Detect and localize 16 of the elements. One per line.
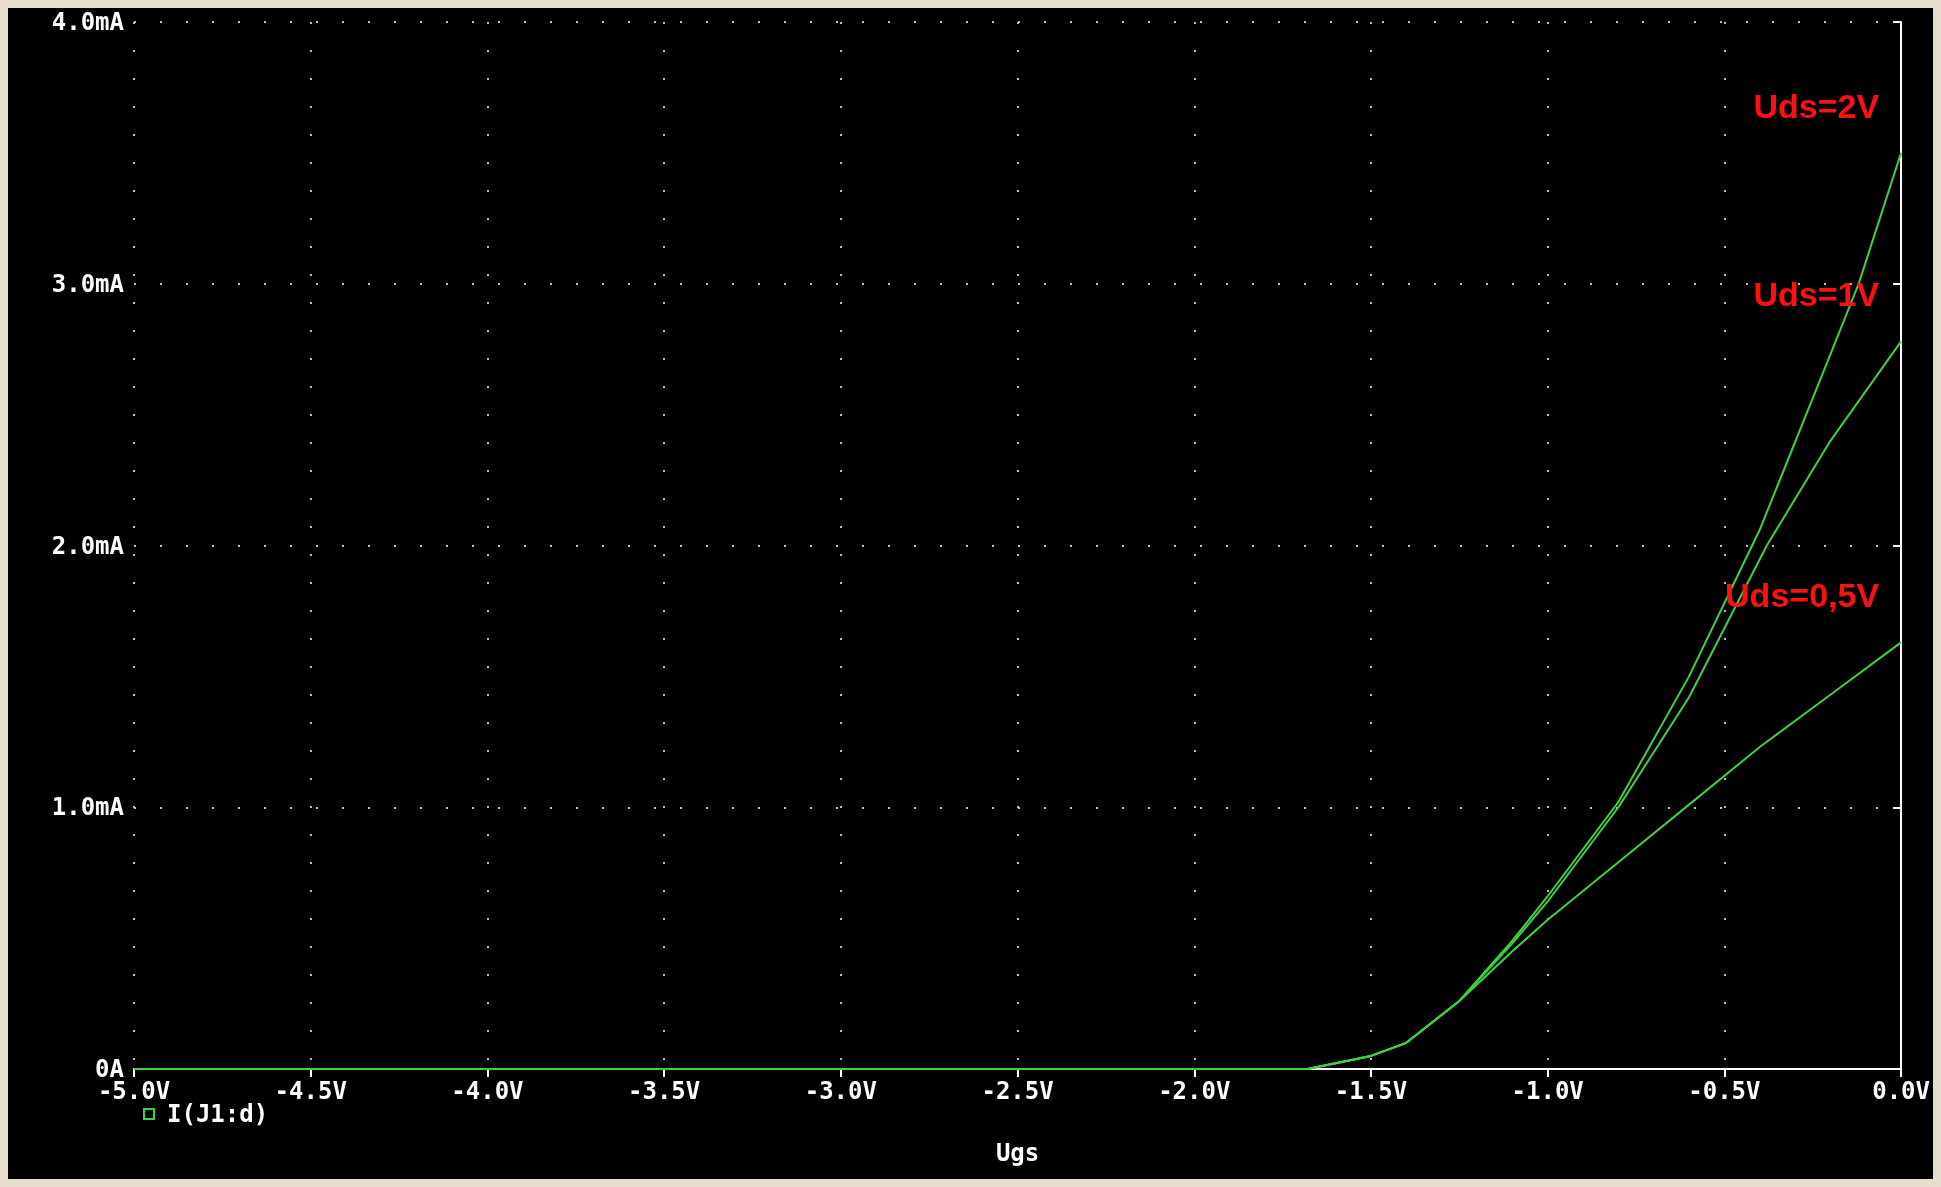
- x-tick-label: -3.0V: [804, 1077, 877, 1105]
- x-tick-label: -3.5V: [628, 1077, 701, 1105]
- series-label: Uds=2V: [1753, 86, 1880, 125]
- x-tick-label: -4.0V: [451, 1077, 524, 1105]
- x-tick-label: -0.5V: [1688, 1077, 1761, 1105]
- y-tick-label: 2.0mA: [51, 531, 125, 560]
- x-tick-label: 0.0V: [1872, 1077, 1930, 1105]
- x-tick-label: -1.0V: [1511, 1077, 1584, 1105]
- x-tick-label: -1.5V: [1334, 1077, 1408, 1105]
- x-tick-label: -4.5V: [274, 1077, 347, 1105]
- x-tick-label: -2.0V: [1158, 1077, 1231, 1105]
- y-tick-label: 4.0mA: [51, 8, 125, 36]
- y-tick-label: 3.0mA: [51, 269, 125, 298]
- x-axis-title: Ugs: [995, 1139, 1040, 1167]
- x-tick-label: -2.5V: [981, 1077, 1054, 1105]
- y-tick-label: 1.0mA: [51, 793, 125, 822]
